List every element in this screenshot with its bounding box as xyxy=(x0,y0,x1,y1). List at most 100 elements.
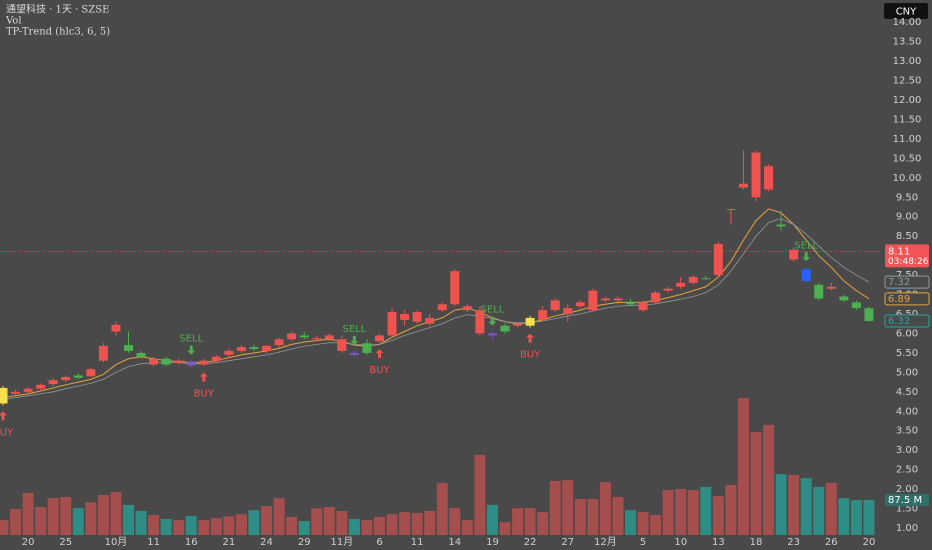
candle-body xyxy=(839,296,849,301)
x-tick-label: 27 xyxy=(561,537,574,548)
close-tag: 6.32 xyxy=(888,316,910,327)
sell-label: SELL xyxy=(342,324,366,335)
candle-body xyxy=(638,302,648,311)
candle-body xyxy=(186,361,196,366)
candle-body xyxy=(801,269,811,281)
volume-bar xyxy=(574,498,586,535)
volume-bar xyxy=(449,508,461,535)
symbol-title: 通望科技 · 1天 · SZSE xyxy=(6,3,109,16)
volume-bar xyxy=(97,494,109,535)
volume-bar xyxy=(399,512,411,535)
y-tick-label: 9.50 xyxy=(896,192,918,203)
volume-bar xyxy=(148,514,160,535)
x-tick-label: 11 xyxy=(411,537,424,548)
x-tick-label: 21 xyxy=(223,537,236,548)
candle-body xyxy=(324,335,334,340)
currency-label[interactable]: CNY xyxy=(896,7,917,18)
candle-body xyxy=(425,317,435,324)
volume-bar xyxy=(499,522,511,535)
candle-body xyxy=(563,308,573,314)
volume-bar xyxy=(160,518,172,535)
fast-line-tag-box xyxy=(884,292,930,306)
volume-bar xyxy=(763,424,775,535)
candle-body xyxy=(199,360,209,365)
volume-bar xyxy=(336,510,348,535)
close-tag-box xyxy=(884,314,930,328)
candle-body xyxy=(86,369,96,377)
indicator-line xyxy=(2,208,870,399)
candle-body xyxy=(487,333,497,336)
candle-body xyxy=(274,339,284,346)
x-tick-label: 20 xyxy=(863,537,876,548)
candle-body xyxy=(61,377,71,381)
y-tick-label: 13.50 xyxy=(893,37,922,48)
candle-body xyxy=(299,335,309,338)
sell-arrow xyxy=(350,335,359,345)
candle-body xyxy=(751,152,761,198)
buy-label: BUY xyxy=(520,350,541,361)
volume-bar xyxy=(625,510,636,535)
candle-body xyxy=(538,310,548,320)
candle-body xyxy=(161,358,171,365)
volume-bar xyxy=(838,498,850,535)
x-tick-label: 5 xyxy=(640,537,646,548)
y-tick-label: 10.50 xyxy=(893,153,922,164)
x-tick-label: 25 xyxy=(59,537,72,548)
candle-body xyxy=(764,166,774,190)
fast-line-tag: 6.89 xyxy=(888,294,910,305)
volume-bar xyxy=(235,514,247,535)
volume-bar xyxy=(261,506,273,535)
y-tick-label: 9.00 xyxy=(896,212,918,223)
buy-arrow xyxy=(0,411,7,421)
y-tick-label: 5.00 xyxy=(896,367,918,378)
volume-bar xyxy=(60,496,72,535)
y-tick-label: 1.00 xyxy=(896,523,918,534)
last-price-label: 8.11 xyxy=(888,246,910,257)
sell-label: SELL xyxy=(481,305,505,316)
currency-button[interactable] xyxy=(884,3,928,19)
candle-body xyxy=(713,243,723,276)
volume-bar xyxy=(223,516,235,535)
volume-bar xyxy=(800,478,812,535)
candle-body xyxy=(149,358,159,365)
volume-bar xyxy=(825,482,837,535)
buy-arrow xyxy=(375,349,384,359)
candle-body xyxy=(726,208,736,210)
candle-body xyxy=(224,350,234,355)
candle-body xyxy=(626,302,635,305)
y-tick-label: 11.50 xyxy=(893,114,922,125)
candle-body xyxy=(362,343,372,353)
indicator-title: TP-Trend (hlc3, 6, 5) xyxy=(6,27,110,38)
candle-body xyxy=(375,335,384,342)
candle-body xyxy=(776,224,786,227)
x-tick-label: 23 xyxy=(787,537,800,548)
candle-body xyxy=(575,302,585,307)
sell-arrow xyxy=(488,316,497,326)
volume-bar xyxy=(323,506,335,535)
candle-body xyxy=(676,282,686,287)
volume-bar xyxy=(424,510,436,535)
candle-body xyxy=(475,310,485,334)
candle-body xyxy=(387,312,397,336)
volume-bar xyxy=(286,516,298,535)
y-tick-label: 2.50 xyxy=(896,465,918,476)
candle-body xyxy=(124,345,133,351)
x-tick-label: 19 xyxy=(486,537,499,548)
volume-bar xyxy=(361,520,373,535)
x-tick-label: 16 xyxy=(185,537,198,548)
volume-bar xyxy=(386,514,398,535)
sell-label: SELL xyxy=(179,334,203,345)
candle-body xyxy=(412,312,422,322)
volume-bar xyxy=(474,454,486,535)
last-price-box xyxy=(885,244,929,268)
y-tick-label: 8.50 xyxy=(896,231,918,242)
x-tick-label: 26 xyxy=(825,537,838,548)
candle-body xyxy=(337,339,347,351)
volume-bar xyxy=(198,520,210,535)
slow-line-tag: 7.32 xyxy=(888,277,910,288)
y-tick-label: 6.00 xyxy=(896,328,918,339)
candle-body xyxy=(211,356,221,361)
volume-bar xyxy=(562,480,574,535)
x-tick-label: 12月 xyxy=(594,536,617,548)
